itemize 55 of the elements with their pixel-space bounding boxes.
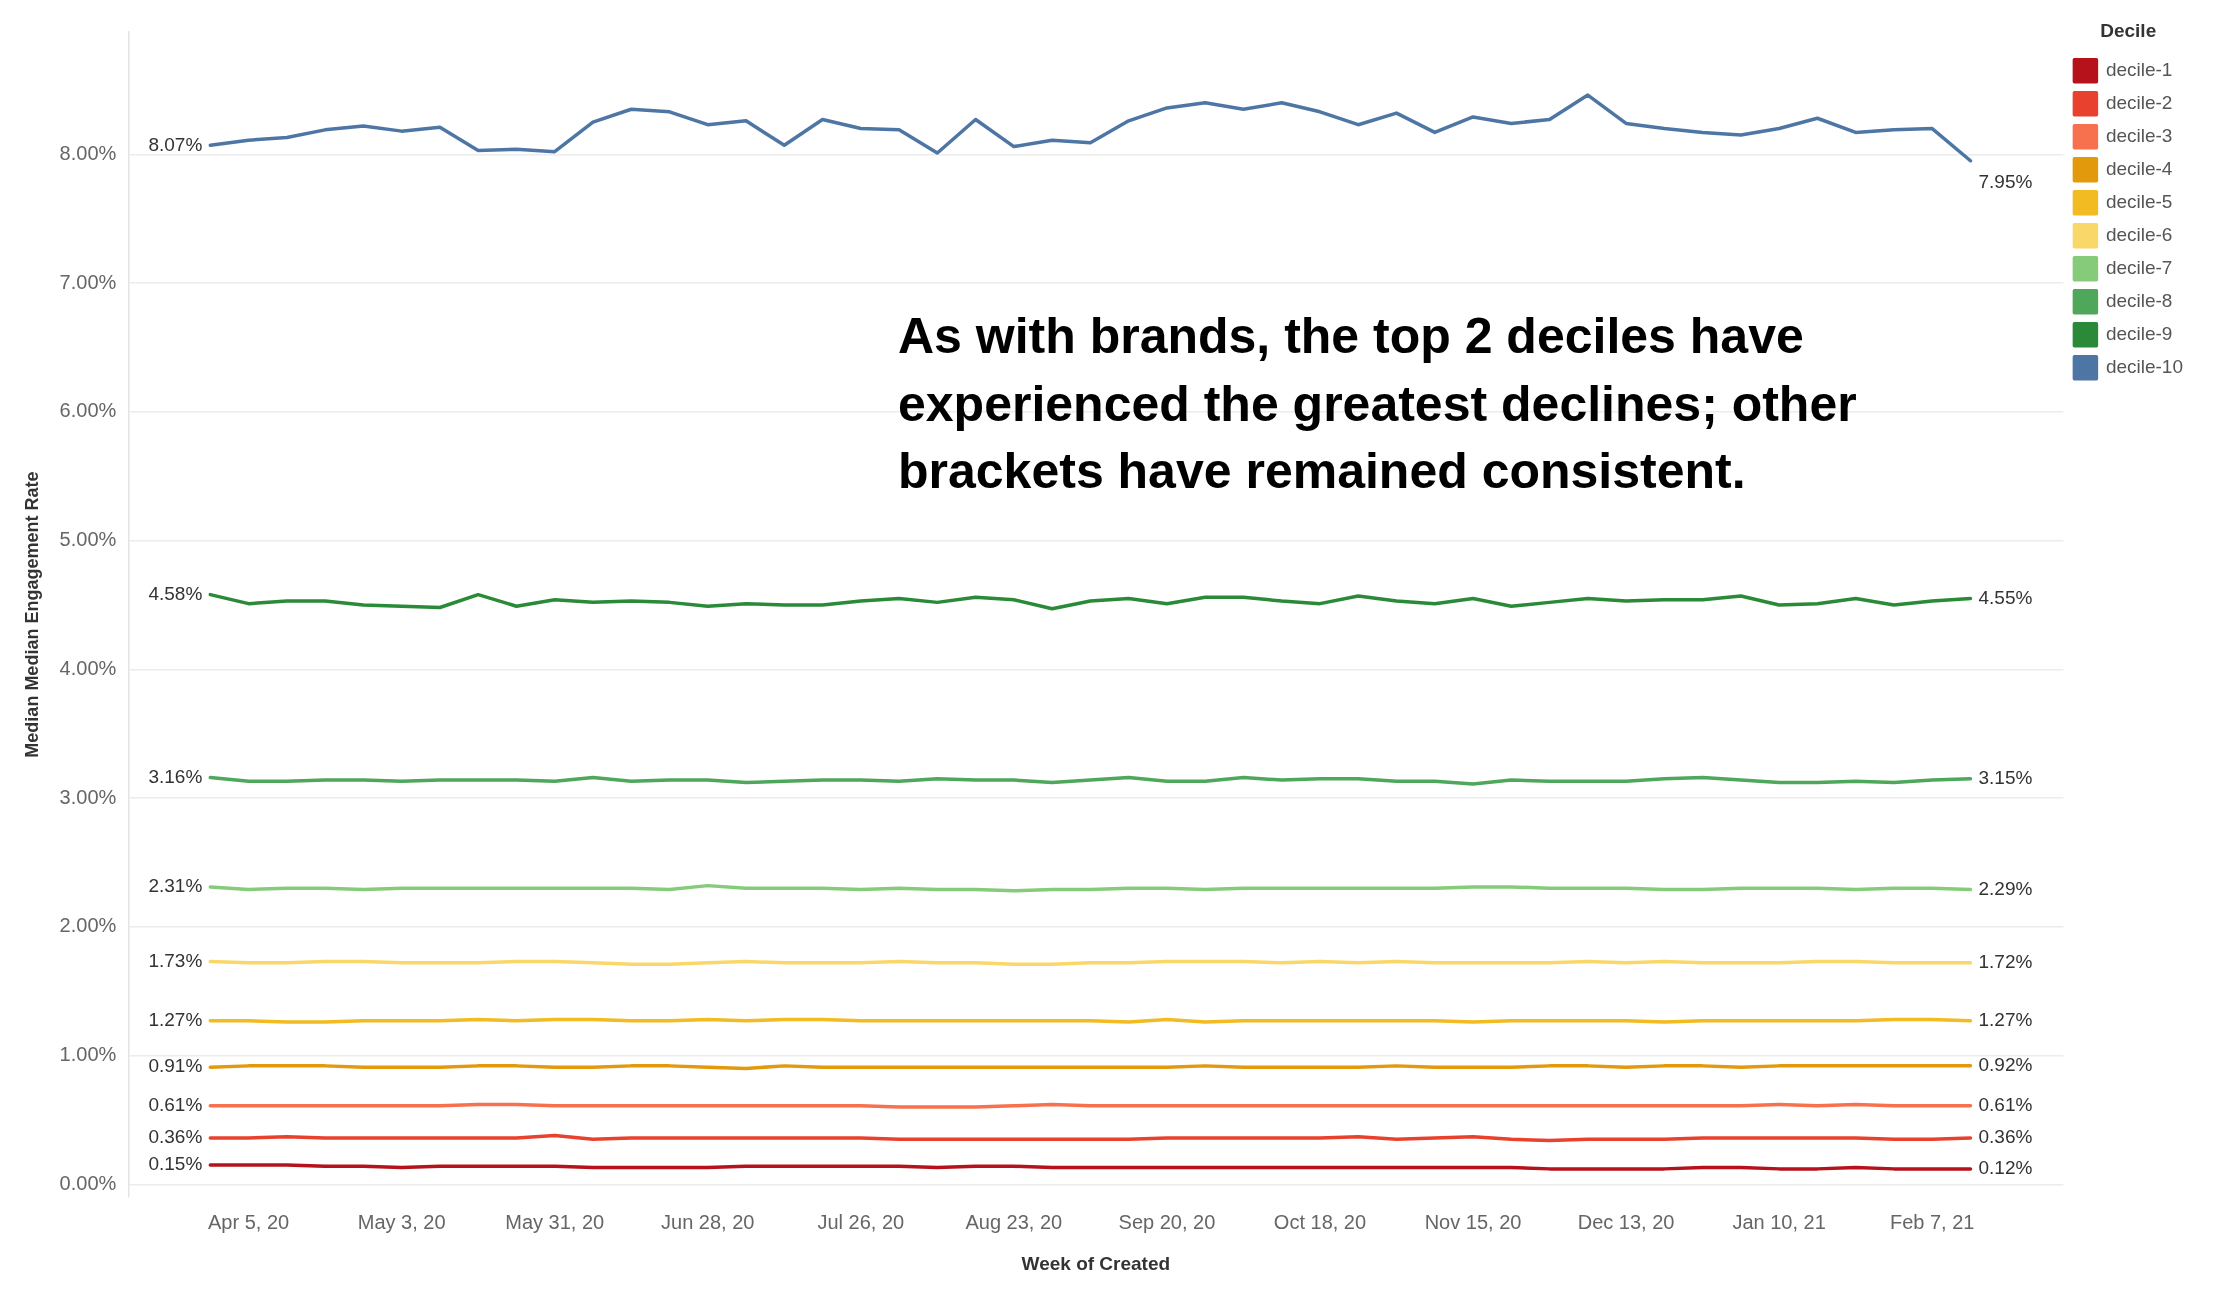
data-label: 0.15% <box>148 1153 203 1175</box>
data-label: 0.92% <box>1978 1054 2033 1076</box>
data-label: 1.27% <box>148 1009 203 1031</box>
data-label: 2.31% <box>148 875 203 897</box>
legend-label: decile-5 <box>2105 191 2173 213</box>
legend-label: decile-4 <box>2105 158 2173 180</box>
data-label: 1.27% <box>1978 1009 2033 1031</box>
y-tick-label: 8.00% <box>59 141 117 164</box>
y-tick-label: 4.00% <box>59 656 117 679</box>
x-tick-label: Dec 13, 20 <box>1577 1210 1675 1233</box>
data-label: 2.29% <box>1978 877 2033 899</box>
data-label: 3.15% <box>1978 766 2033 788</box>
data-label: 0.61% <box>148 1094 203 1116</box>
y-tick-label: 7.00% <box>59 270 117 293</box>
legend-label: decile-7 <box>2105 257 2173 279</box>
data-label: 0.61% <box>1978 1094 2033 1116</box>
y-tick-label: 3.00% <box>59 785 117 808</box>
y-tick-label: 5.00% <box>59 528 117 551</box>
data-label: 4.58% <box>148 582 203 604</box>
y-tick-label: 2.00% <box>59 914 117 937</box>
data-label: 0.91% <box>148 1055 203 1077</box>
data-label: 3.16% <box>148 765 203 787</box>
data-label: 1.73% <box>148 949 203 971</box>
x-tick-label: Nov 15, 20 <box>1424 1210 1522 1233</box>
data-label: 7.95% <box>1978 170 2033 192</box>
legend-label: decile-10 <box>2105 356 2184 378</box>
x-tick-label: Aug 23, 20 <box>965 1210 1063 1233</box>
x-axis-title: Week of Created <box>1021 1252 1171 1274</box>
legend-label: decile-1 <box>2105 59 2173 81</box>
data-label: 8.07% <box>148 133 203 155</box>
legend-label: decile-2 <box>2105 92 2173 114</box>
y-tick-label: 6.00% <box>59 399 117 422</box>
x-tick-label: May 3, 20 <box>357 1210 446 1233</box>
annotation: As with brands, the top 2 deciles have experienced the greatest declines; other brackets have remained consistent. <box>898 307 1858 501</box>
legend-title: Decile <box>2100 19 2157 41</box>
data-label: 4.55% <box>1978 586 2033 608</box>
x-tick-label: Jan 10, 21 <box>1732 1210 1826 1233</box>
legend-label: decile-9 <box>2105 323 2173 345</box>
legend-label: decile-3 <box>2105 125 2173 147</box>
y-tick-label: 0.00% <box>59 1171 117 1194</box>
legend-label: decile-6 <box>2105 224 2173 246</box>
y-axis-title: Median Median Engagement Rate <box>21 471 42 758</box>
data-label: 0.12% <box>1978 1157 2033 1179</box>
legend-label: decile-8 <box>2105 290 2173 312</box>
y-tick-label: 1.00% <box>59 1043 117 1066</box>
data-label: 1.72% <box>1978 951 2033 973</box>
x-tick-label: May 31, 20 <box>505 1210 605 1233</box>
data-label: 0.36% <box>1978 1126 2033 1148</box>
x-tick-label: Feb 7, 21 <box>1889 1210 1975 1233</box>
x-tick-label: Apr 5, 20 <box>207 1210 290 1233</box>
x-tick-label: Jul 26, 20 <box>817 1210 905 1233</box>
x-tick-label: Oct 18, 20 <box>1273 1210 1367 1233</box>
data-label: 0.36% <box>148 1126 203 1148</box>
x-tick-label: Jun 28, 20 <box>661 1210 755 1233</box>
x-tick-label: Sep 20, 20 <box>1118 1210 1216 1233</box>
